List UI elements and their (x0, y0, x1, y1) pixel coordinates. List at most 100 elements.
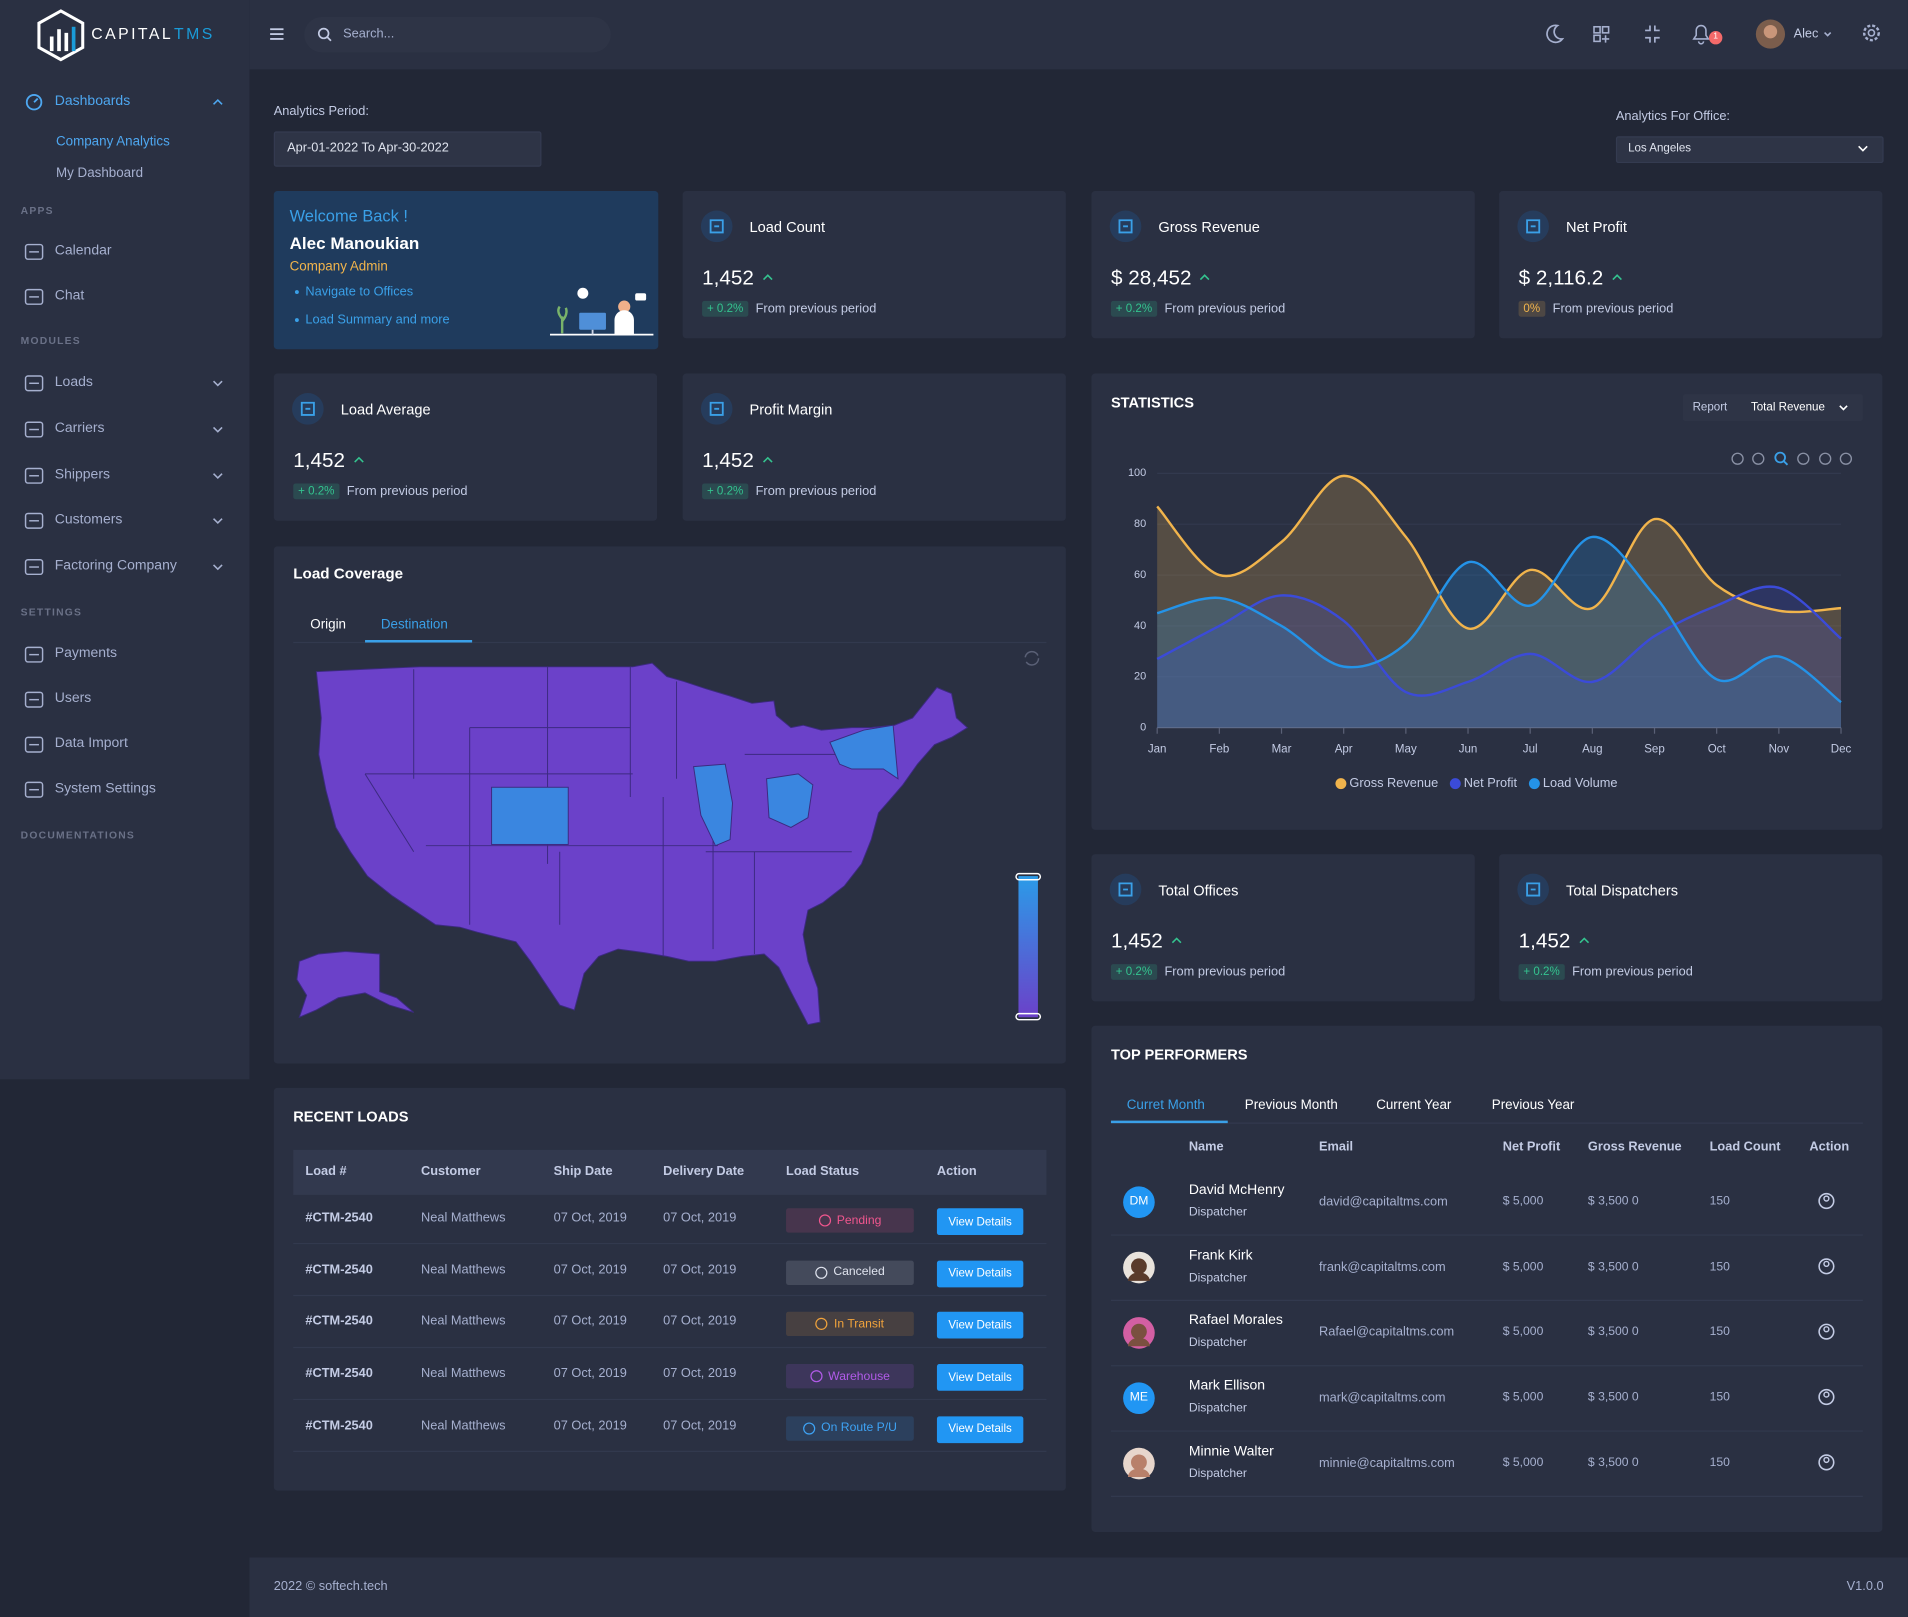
kpi-note: From previous period (1572, 964, 1693, 980)
kpi-value: 1,452 (1110, 929, 1163, 953)
card-title: STATISTICS (1110, 394, 1194, 412)
kpi-change: 0% (1518, 300, 1546, 318)
menu-item[interactable]: Users (54, 691, 92, 706)
cell: 07 Oct, 2019 (553, 1210, 627, 1225)
y-tick-label: 80 (1134, 518, 1146, 530)
menu-item[interactable]: Customers (54, 512, 123, 527)
chevron-up (212, 98, 223, 105)
welcome-link[interactable]: Load Summary and more (305, 312, 450, 327)
legend-label[interactable]: Gross Revenue (1349, 775, 1439, 791)
period-input[interactable] (273, 131, 542, 167)
menu-item[interactable]: Chat (54, 288, 85, 304)
view-details-button[interactable]: View Details (936, 1416, 1024, 1443)
series-line (1156, 535, 1842, 704)
color-scale (1018, 876, 1038, 1018)
menu-icon (24, 512, 44, 529)
submenu-item[interactable]: Company Analytics (55, 134, 170, 149)
search-box[interactable] (304, 17, 611, 53)
load-id: #CTM-2540 (305, 1418, 373, 1433)
submenu-item[interactable]: My Dashboard (55, 165, 144, 181)
tab[interactable]: Previous Month (1244, 1098, 1338, 1113)
menu-item[interactable]: System Settings (54, 781, 156, 796)
menu-item[interactable]: Loads (54, 374, 93, 390)
x-tick-label: Oct (1708, 744, 1727, 756)
status-badge: In Transit (786, 1312, 914, 1337)
legend-label[interactable]: Net Profit (1463, 775, 1518, 791)
view-details-button[interactable]: View Details (936, 1208, 1024, 1236)
x-tick-label: Dec (1831, 744, 1852, 756)
y-tick-label: 40 (1134, 620, 1146, 632)
menu-icon (24, 736, 44, 753)
kpi-card (1499, 191, 1883, 339)
x-tick-label: Aug (1582, 744, 1603, 756)
fullscreen-icon (1645, 25, 1660, 43)
filter-value[interactable]: Los Angeles (1628, 141, 1692, 155)
tab[interactable]: Previous Year (1491, 1098, 1575, 1113)
apps-icon (1593, 25, 1601, 34)
person-body (614, 310, 634, 335)
tab[interactable]: Curret Month (1126, 1098, 1205, 1113)
cell: 07 Oct, 2019 (553, 1262, 627, 1277)
chart-metric[interactable]: Total Revenue (1750, 400, 1825, 415)
chart-control[interactable] (1682, 394, 1863, 422)
cell: Neal Matthews (421, 1366, 506, 1381)
chevron-up (1612, 274, 1622, 281)
y-tick-label: 100 (1128, 467, 1146, 479)
view-details-button[interactable]: View Details (936, 1312, 1024, 1339)
avatar-body (1127, 1337, 1150, 1347)
action-icon (1823, 1456, 1830, 1464)
kpi-title: Load Average (340, 401, 431, 419)
logo-mark (37, 9, 85, 62)
footer-copyright: 2022 © softech.tech (273, 1579, 388, 1594)
action-icon (1823, 1391, 1830, 1398)
brand-suffix: TMS (174, 24, 215, 43)
filter-value[interactable]: Apr-01-2022 To Apr-30-2022 (287, 140, 449, 156)
search-placeholder[interactable]: Search... (343, 26, 395, 42)
view-details-button[interactable]: View Details (936, 1364, 1024, 1391)
tab[interactable]: Origin (310, 617, 346, 633)
kpi-title: Gross Revenue (1158, 218, 1260, 236)
cell: 150 (1709, 1456, 1730, 1470)
menu-icon (24, 243, 44, 260)
kpi-title: Total Dispatchers (1566, 881, 1679, 899)
series-line (1156, 585, 1842, 697)
menu-item[interactable]: Dashboards (54, 93, 131, 109)
chevron-down (1858, 145, 1868, 152)
performer-name: Rafael Morales (1188, 1313, 1283, 1329)
card-title: Load Coverage (293, 565, 404, 583)
performer-role: Dispatcher (1188, 1205, 1247, 1220)
user-name[interactable]: Alec (1793, 26, 1819, 42)
cell: Neal Matthews (421, 1262, 506, 1277)
menu-item[interactable]: Carriers (54, 421, 105, 436)
cell: $ 5,000 (1502, 1456, 1544, 1470)
load-id: #CTM-2540 (305, 1366, 373, 1381)
chart-report[interactable]: Report (1692, 400, 1728, 415)
view-details-button[interactable]: View Details (936, 1260, 1024, 1287)
status-label: Warehouse (828, 1369, 890, 1384)
chevron-up (1171, 937, 1182, 944)
office-select[interactable] (1615, 136, 1884, 164)
legend-label[interactable]: Load Volume (1542, 775, 1618, 791)
menu-item[interactable]: Payments (54, 646, 117, 661)
menu-item[interactable]: Calendar (54, 243, 112, 259)
menu-item[interactable]: Factoring Company (54, 558, 177, 574)
avatar-face (1131, 1454, 1147, 1471)
kpi-value: 1,452 (702, 266, 754, 290)
menu-item[interactable]: Shippers (54, 467, 110, 482)
tab[interactable]: Destination (380, 617, 448, 633)
cell: 07 Oct, 2019 (553, 1366, 627, 1381)
tab[interactable]: Current Year (1376, 1098, 1452, 1113)
menu-item[interactable]: Data Import (54, 736, 128, 751)
welcome-link[interactable]: Navigate to Offices (305, 284, 414, 299)
chevron-down (1839, 405, 1848, 411)
status-icon (809, 1370, 823, 1383)
cell: Neal Matthews (421, 1210, 506, 1225)
performer-name: Frank Kirk (1188, 1248, 1253, 1263)
cell: 07 Oct, 2019 (663, 1366, 737, 1381)
kpi-note: From previous period (755, 483, 877, 499)
performer-role: Dispatcher (1188, 1336, 1247, 1350)
status-icon (802, 1422, 816, 1435)
kpi-note: From previous period (755, 301, 877, 317)
series-line (1156, 474, 1842, 630)
